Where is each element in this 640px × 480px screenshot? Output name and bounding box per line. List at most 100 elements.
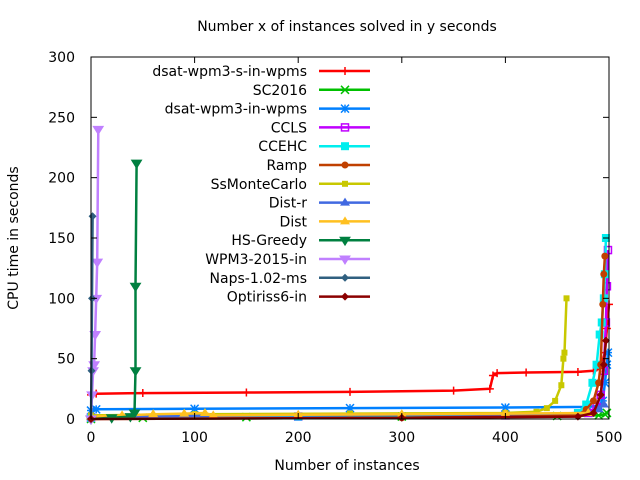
legend-marker [341,292,349,301]
x-tick-label: 500 [596,430,623,446]
legend-label: SsMonteCarlo [211,177,307,193]
legend-marker [340,216,350,225]
series-point [595,330,604,339]
legend-marker [340,197,350,206]
legend-label: HS-Greedy [231,233,307,249]
series-point [130,159,143,170]
legend-label: Optiriss6-in [227,290,307,306]
series-point [588,378,597,387]
series-point [573,367,582,376]
y-tick-label: 150 [48,231,75,247]
legend-marker [340,85,350,95]
legend-marker [339,236,351,247]
series-line [90,411,589,418]
series-point [91,258,104,269]
x-tick-label: 300 [388,430,415,446]
series-point [600,378,610,388]
series-point [598,396,608,406]
series-point [589,397,597,405]
legend-marker [340,123,350,132]
legend-entry: Dist [280,214,370,230]
series-point [582,400,591,409]
legend-marker [341,273,349,282]
series-point [543,405,550,412]
legend-entry: CCLS [271,120,370,136]
series-point [138,389,147,398]
legend-label: dsat-wpm3-in-wpms [165,102,307,118]
series-point [500,408,511,417]
series-point [598,399,609,408]
series-point [500,403,510,413]
series-point [533,408,540,415]
series-point [603,348,613,358]
series-point [92,125,105,136]
legend-marker [341,67,349,75]
legend: dsat-wpm3-s-in-wpms SC2016 dsat-wpm3-in-wp… [152,64,370,306]
y-tick-label: 100 [48,291,75,307]
series-line [90,304,611,397]
series-point [601,252,609,260]
series-point [592,360,601,369]
y-axis-label: CPU time in seconds [6,166,22,309]
series-point [485,384,494,393]
series-point [522,368,531,377]
axes: 0 100 200 300 400 500 0 50 100 150 200 250 300 [48,50,622,446]
legend-label: Ramp [266,158,307,174]
series-point [599,360,608,369]
legend-entry: dsat-wpm3-in-wpms [165,102,370,118]
x-tick-label: 200 [285,430,312,446]
legend-entry: Naps-1.02-ms [210,271,370,287]
series-point [91,404,101,414]
y-tick-label: 300 [48,50,75,66]
series-point [129,282,142,293]
legend-entry: HS-Greedy [231,233,370,249]
x-tick-label: 100 [181,430,208,446]
legend-marker [339,255,351,265]
series-point [563,295,570,302]
y-tick-label: 250 [48,110,75,126]
legend-entry: Dist-r [269,196,370,212]
series-point [493,369,502,378]
series-point [558,382,565,389]
series-point [589,408,598,417]
y-tick-label: 50 [57,352,75,368]
series-point [128,409,141,419]
legend-marker [340,104,350,114]
series-point [199,407,210,416]
legend-entry: Optiriss6-in [227,290,370,306]
y-tick-label: 200 [48,171,75,187]
legend-entry: Ramp [266,158,370,174]
legend-entry: WPM3-2015-in [205,252,370,268]
x-tick-label: 0 [87,430,96,446]
x-tick-label: 400 [492,430,519,446]
legend-entry: dsat-wpm3-s-in-wpms [152,64,370,80]
series-point [600,270,608,278]
x-axis-label: Number of instances [274,458,419,474]
legend-entry: CCEHC [258,139,370,155]
legend-label: SC2016 [253,83,307,99]
series-point [561,349,568,356]
legend-entry: SsMonteCarlo [211,177,370,193]
series-point [601,336,610,345]
series-point [552,397,559,404]
legend-label: CCLS [271,120,307,136]
legend-label: Dist [280,214,308,230]
series-point [87,366,96,375]
legend-label: Naps-1.02-ms [210,271,307,287]
series-point [208,410,219,419]
series-point [345,403,355,413]
legend-label: WPM3-2015-in [205,252,307,268]
series-point [602,408,612,418]
legend-label: dsat-wpm3-s-in-wpms [152,64,307,80]
series-point [449,386,458,395]
legend-marker [342,180,348,187]
series-point [129,367,142,377]
legend-label: Dist-r [269,196,308,212]
y-tick-label: 0 [66,412,75,428]
legend-marker [341,142,349,151]
legend-label: CCEHC [258,139,307,155]
series-point [595,379,603,387]
series-point [560,355,567,362]
legend-marker [341,161,349,169]
